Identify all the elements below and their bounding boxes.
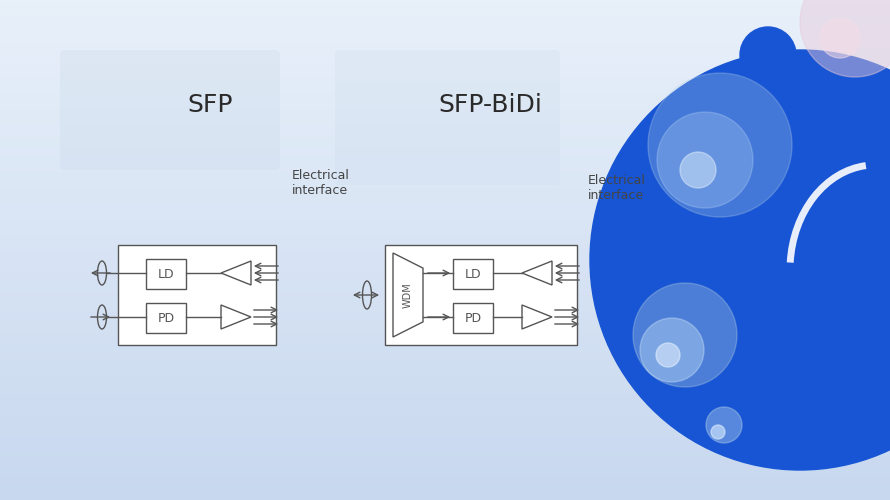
Text: Electrical
interface: Electrical interface (588, 174, 646, 202)
Text: SFP: SFP (187, 93, 233, 117)
Text: WDM: WDM (403, 282, 413, 308)
Circle shape (656, 343, 680, 367)
Text: PD: PD (465, 312, 481, 324)
Circle shape (640, 318, 704, 382)
Circle shape (633, 283, 737, 387)
Polygon shape (522, 305, 552, 329)
FancyBboxPatch shape (60, 50, 280, 170)
Text: SFP-BiDi: SFP-BiDi (438, 93, 542, 117)
Bar (118, 245, 276, 345)
Bar (385, 245, 577, 345)
FancyBboxPatch shape (335, 50, 560, 185)
Circle shape (706, 407, 742, 443)
Bar (453, 259, 493, 289)
Circle shape (740, 27, 796, 83)
Bar (146, 259, 186, 289)
Bar (146, 303, 186, 333)
Bar (453, 303, 493, 333)
Polygon shape (221, 305, 251, 329)
Circle shape (648, 73, 792, 217)
Polygon shape (522, 261, 552, 285)
Polygon shape (393, 253, 423, 337)
Circle shape (590, 50, 890, 470)
Polygon shape (221, 261, 251, 285)
Text: PD: PD (158, 312, 174, 324)
Circle shape (800, 0, 890, 77)
Text: Electrical
interface: Electrical interface (292, 169, 350, 197)
Circle shape (657, 112, 753, 208)
Circle shape (820, 18, 860, 58)
Circle shape (680, 152, 716, 188)
Circle shape (711, 425, 725, 439)
Text: LD: LD (465, 268, 481, 280)
Text: LD: LD (158, 268, 174, 280)
